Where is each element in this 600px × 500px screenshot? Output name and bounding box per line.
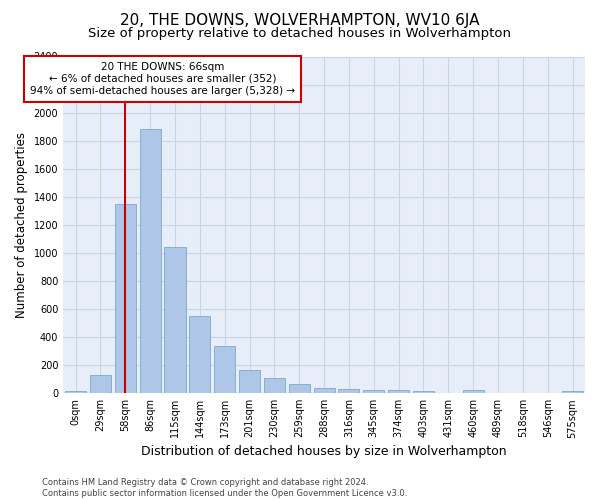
Bar <box>189 316 211 393</box>
Bar <box>363 390 385 393</box>
Bar <box>314 388 335 393</box>
Bar <box>289 384 310 393</box>
Bar <box>115 204 136 393</box>
Bar <box>239 370 260 393</box>
Bar <box>264 378 285 393</box>
Text: Contains HM Land Registry data © Crown copyright and database right 2024.
Contai: Contains HM Land Registry data © Crown c… <box>42 478 407 498</box>
Bar <box>140 130 161 393</box>
Bar <box>413 392 434 393</box>
Text: Size of property relative to detached houses in Wolverhampton: Size of property relative to detached ho… <box>89 28 511 40</box>
Text: 20, THE DOWNS, WOLVERHAMPTON, WV10 6JA: 20, THE DOWNS, WOLVERHAMPTON, WV10 6JA <box>120 12 480 28</box>
Bar <box>562 391 583 393</box>
Bar <box>338 389 359 393</box>
Bar <box>214 346 235 393</box>
Text: 20 THE DOWNS: 66sqm
← 6% of detached houses are smaller (352)
94% of semi-detach: 20 THE DOWNS: 66sqm ← 6% of detached hou… <box>30 62 295 96</box>
Bar <box>463 390 484 393</box>
Y-axis label: Number of detached properties: Number of detached properties <box>15 132 28 318</box>
Bar <box>90 375 111 393</box>
Bar <box>65 391 86 393</box>
Bar <box>164 246 185 393</box>
Bar <box>388 390 409 393</box>
X-axis label: Distribution of detached houses by size in Wolverhampton: Distribution of detached houses by size … <box>141 444 507 458</box>
